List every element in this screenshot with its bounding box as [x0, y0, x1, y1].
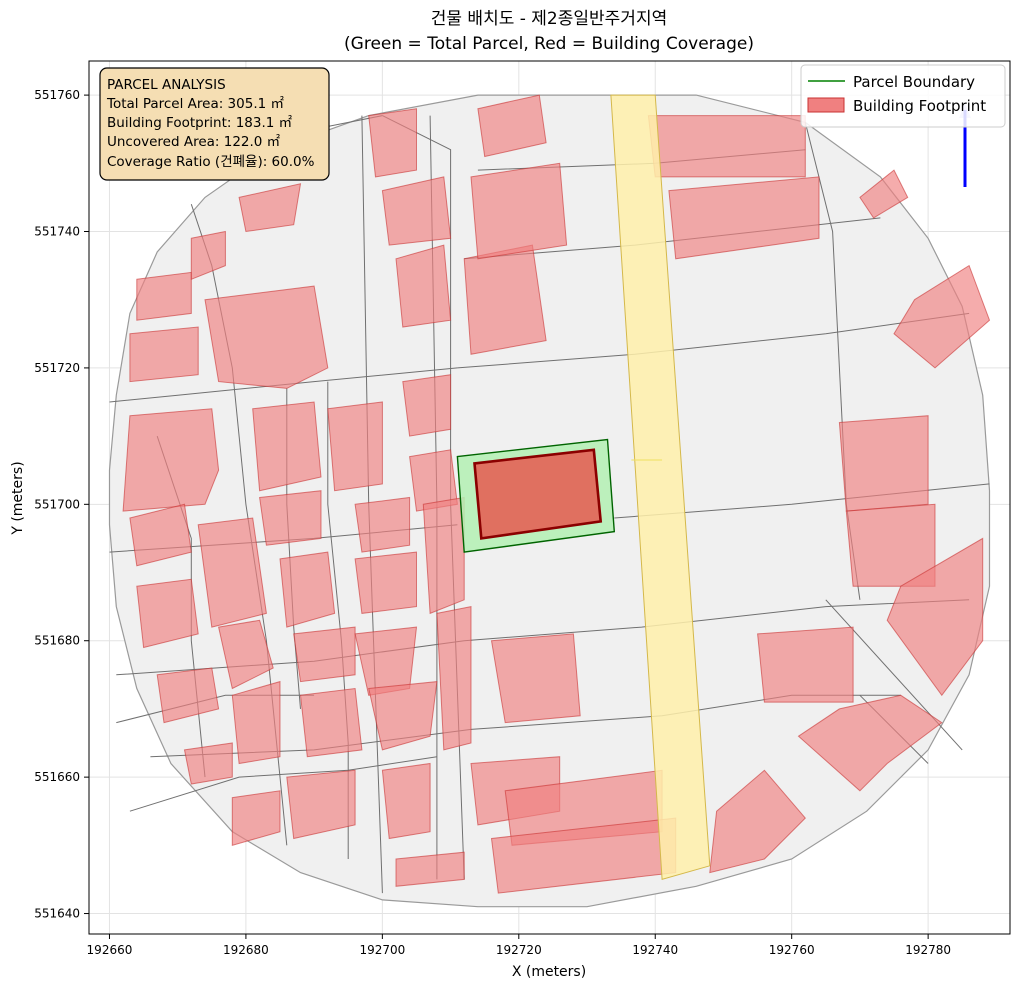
y-tick-label: 551760 [34, 88, 80, 102]
surrounding-parcel-line [457, 312, 970, 369]
plot-area [108, 94, 991, 908]
building-footprint [668, 176, 820, 260]
building-footprint [422, 496, 465, 615]
x-tick-label: 192720 [496, 943, 542, 957]
building-footprint [490, 633, 581, 724]
building-footprint [647, 115, 806, 178]
info-line-uncovered: Uncovered Area: 122.0 ㎡ [107, 134, 281, 150]
surrounding-parcel-line [109, 367, 458, 403]
x-tick-label: 192740 [632, 943, 678, 957]
chart-title-line2: (Green = Total Parcel, Red = Building Co… [344, 34, 754, 54]
building-footprint [129, 326, 199, 383]
building-footprint [381, 762, 431, 840]
building-footprint [436, 605, 472, 751]
x-tick-label: 192700 [359, 943, 405, 957]
y-tick-label: 551660 [34, 770, 80, 784]
x-axis: 192660 192680 192700 192720 192740 192760 1927… [87, 934, 951, 957]
target-building [473, 448, 603, 540]
building-footprint [368, 681, 438, 751]
info-line-total-area: Total Parcel Area: 305.1 ㎡ [106, 96, 284, 112]
y-tick-label: 551640 [34, 907, 80, 921]
building-footprint [859, 169, 909, 219]
y-axis: 551640 551660 551680 551700 551720 551740 5517… [34, 88, 89, 921]
building-footprint [354, 551, 417, 614]
building-footprint [327, 401, 383, 492]
building-footprint [252, 401, 322, 492]
building-footprint [463, 244, 547, 355]
building-footprint [122, 408, 220, 512]
building-footprint [183, 742, 233, 785]
plot-frame [88, 60, 1011, 935]
surrounding-parcel-line [116, 599, 970, 676]
building-footprint [156, 667, 220, 724]
building-footprint [838, 415, 929, 512]
building-footprint [797, 694, 943, 792]
building-footprint [402, 374, 452, 437]
building-footprint [217, 619, 274, 690]
surrounding-parcel-line [116, 694, 315, 724]
surrounding-parcel-line [129, 756, 437, 812]
info-line-footprint: Building Footprint: 183.1 ㎡ [107, 115, 293, 131]
info-line-coverage: Coverage Ratio (건폐율): 60.0% [107, 154, 315, 170]
building-footprint [286, 769, 356, 840]
y-tick-label: 551700 [34, 497, 80, 511]
building-footprint [470, 162, 568, 260]
y-tick-label: 551680 [34, 634, 80, 648]
info-line-title: PARCEL ANALYSIS [107, 77, 226, 93]
building-footprint [368, 108, 417, 178]
building-footprint [893, 264, 991, 369]
building-footprint [259, 490, 322, 546]
building-footprint [381, 176, 452, 246]
building-footprint [354, 496, 411, 553]
building-footprint [757, 626, 854, 703]
road-strip [610, 94, 711, 881]
x-tick-label: 192780 [905, 943, 951, 957]
y-axis-label: Y (meters) [10, 461, 26, 535]
building-footprint [299, 687, 363, 758]
building-footprint [886, 537, 984, 697]
x-tick-label: 192760 [769, 943, 815, 957]
building-footprint [477, 94, 547, 158]
legend: Parcel Boundary Building Footprint [800, 64, 1006, 128]
info-box: PARCEL ANALYSIS Total Parcel Area: 305.1… [99, 67, 330, 181]
building-footprint [231, 680, 281, 765]
building-footprint [395, 244, 452, 328]
x-tick-label: 192660 [87, 943, 133, 957]
y-tick-label: 551720 [34, 361, 80, 375]
building-footprint [231, 790, 281, 846]
building-footprint [190, 230, 226, 281]
building-footprint [136, 578, 199, 649]
building-footprint [395, 851, 465, 887]
building-footprint [129, 503, 192, 567]
building-footprint [197, 517, 267, 628]
legend-parcel-label: Parcel Boundary [853, 73, 975, 91]
legend-building-swatch [807, 97, 845, 113]
legend-building-label: Building Footprint [853, 97, 986, 115]
y-tick-label: 551740 [34, 225, 80, 239]
building-footprint [279, 551, 336, 628]
building-footprint [204, 285, 329, 389]
building-footprint [293, 626, 356, 683]
x-axis-label: X (meters) [512, 964, 586, 980]
chart-title-line1: 건물 배치도 - 제2종일반주거지역 [431, 9, 667, 29]
building-footprint [136, 271, 192, 321]
building-footprint [238, 183, 302, 233]
building-footprint [709, 769, 806, 874]
x-tick-label: 192680 [223, 943, 269, 957]
